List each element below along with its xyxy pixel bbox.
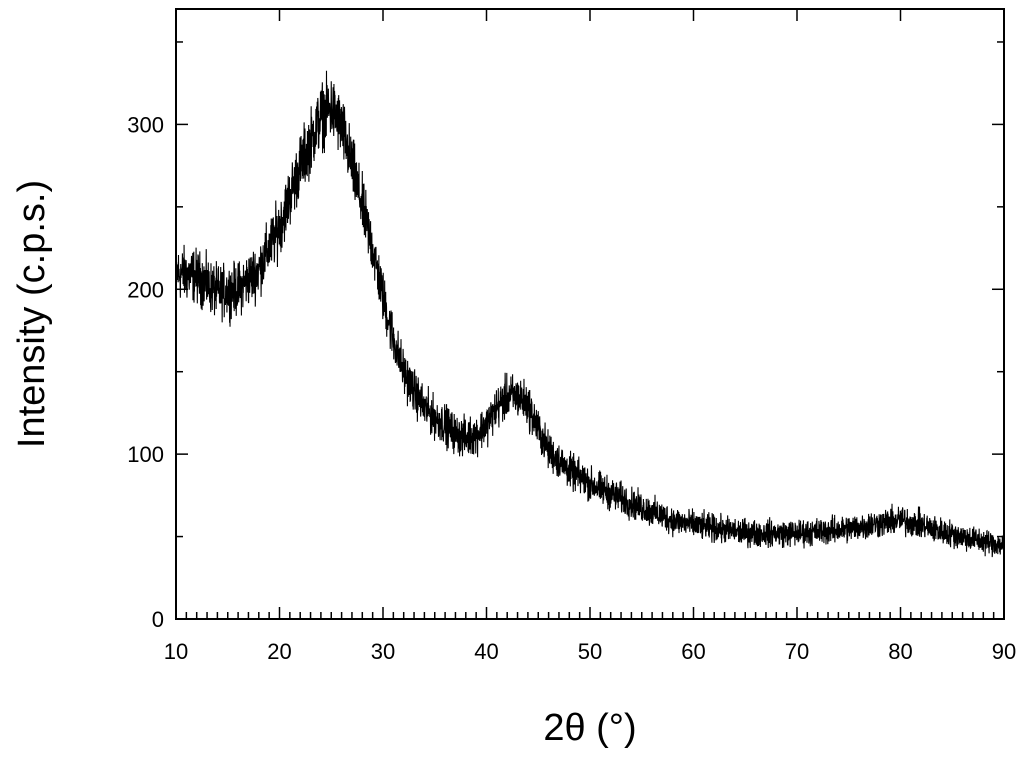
x-axis-ticks [175,9,1005,619]
x-tick-label: 60 [681,639,705,664]
x-tick-label: 10 [164,639,188,664]
x-axis-tick-labels: 10 20 30 40 50 60 70 80 90 [164,639,1016,664]
y-axis-title: Intensity (c.p.s.) [11,180,53,448]
y-axis-tick-labels: 0 100 200 300 [127,112,164,632]
x-tick-label: 20 [267,639,291,664]
y-tick-label: 200 [127,277,164,302]
x-tick-label: 40 [474,639,498,664]
y-tick-label: 300 [127,112,164,137]
x-axis-title: 2θ (°) [543,707,636,749]
y-tick-label: 0 [152,607,164,632]
x-tick-label: 80 [888,639,912,664]
x-tick-label: 30 [371,639,395,664]
x-tick-label: 70 [785,639,809,664]
y-tick-label: 100 [127,442,164,467]
x-tick-label: 50 [578,639,602,664]
y-axis-ticks [176,41,1004,620]
series-line [175,70,1005,558]
x-tick-label: 90 [992,639,1016,664]
